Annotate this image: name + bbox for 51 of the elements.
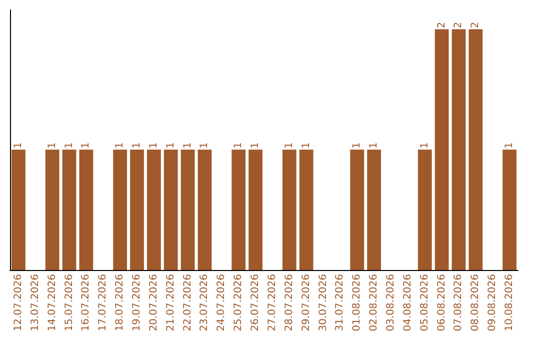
x-tick-label: 23.07.2026 bbox=[199, 274, 210, 332]
x-tick-label: 24.07.2026 bbox=[216, 274, 228, 332]
x-tick-label: 18.07.2026 bbox=[114, 274, 126, 332]
x-tick-label: 14.07.2026 bbox=[46, 274, 58, 332]
x-tick-label: 16.07.2026 bbox=[80, 274, 92, 332]
x-tick-label: 17.07.2026 bbox=[98, 274, 109, 332]
data-label: 2 bbox=[453, 22, 464, 28]
data-label: 1 bbox=[64, 142, 75, 149]
x-tick-label: 20.07.2026 bbox=[148, 274, 160, 332]
data-label: 1 bbox=[352, 142, 363, 149]
x-tick-label: 26.07.2026 bbox=[250, 274, 262, 332]
data-label: 1 bbox=[148, 142, 160, 149]
x-tick-label: 06.08.2026 bbox=[436, 274, 448, 332]
x-tick-label: 15.07.2026 bbox=[64, 274, 75, 332]
data-label: 1 bbox=[300, 142, 312, 149]
data-label: 1 bbox=[504, 142, 516, 149]
x-tick-label: 21.07.2026 bbox=[165, 274, 176, 332]
x-tick-label: 05.08.2026 bbox=[419, 274, 430, 332]
data-label: 1 bbox=[182, 142, 194, 149]
x-tick-label: 31.07.2026 bbox=[334, 274, 346, 332]
x-tick-label: 08.08.2026 bbox=[470, 274, 482, 332]
x-tick-label: 25.07.2026 bbox=[233, 274, 244, 332]
data-label: 2 bbox=[470, 22, 482, 28]
x-tick-label: 02.08.2026 bbox=[368, 274, 380, 332]
data-label: 1 bbox=[46, 142, 58, 149]
x-tick-label: 03.08.2026 bbox=[386, 274, 396, 332]
x-tick-label: 01.08.2026 bbox=[352, 274, 363, 332]
x-tick-label: 10.08.2026 bbox=[504, 274, 516, 332]
data-label: 2 bbox=[436, 22, 448, 28]
data-label: 1 bbox=[419, 142, 430, 149]
x-tick-label: 19.07.2026 bbox=[132, 274, 142, 332]
x-tick-label: 04.08.2026 bbox=[402, 274, 414, 332]
x-tick-label: 27.07.2026 bbox=[266, 274, 278, 332]
data-label: 1 bbox=[12, 142, 24, 149]
x-tick-label: 07.08.2026 bbox=[453, 274, 464, 332]
data-label: 1 bbox=[80, 142, 92, 149]
x-tick-label: 12.07.2026 bbox=[12, 274, 24, 332]
data-label: 1 bbox=[114, 142, 126, 149]
data-label: 1 bbox=[165, 142, 176, 149]
data-label: 1 bbox=[233, 142, 244, 149]
x-tick-label: 28.07.2026 bbox=[284, 274, 295, 332]
x-tick-label: 29.07.2026 bbox=[300, 274, 312, 332]
x-tick-label: 22.07.2026 bbox=[182, 274, 194, 332]
x-tick-label: 09.08.2026 bbox=[487, 274, 498, 332]
data-label: 1 bbox=[250, 142, 262, 149]
x-tick-label: 13.07.2026 bbox=[30, 274, 41, 332]
data-label: 1 bbox=[132, 142, 142, 149]
x-tick-label: 30.07.2026 bbox=[318, 274, 329, 332]
data-label: 1 bbox=[368, 142, 380, 149]
data-label: 1 bbox=[284, 142, 295, 149]
data-label: 1 bbox=[199, 142, 210, 149]
